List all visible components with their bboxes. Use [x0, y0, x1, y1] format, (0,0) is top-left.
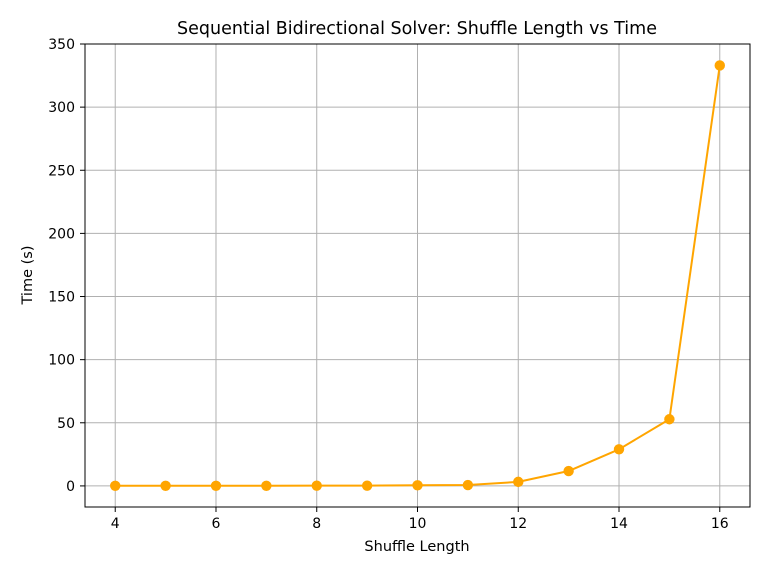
grid: [85, 43, 750, 507]
data-point: [311, 480, 322, 491]
y-tick-label: 100: [48, 353, 75, 369]
chart-title: Sequential Bidirectional Solver: Shuffle…: [177, 19, 657, 39]
y-tick-label: 0: [66, 479, 75, 495]
x-tick-label: 6: [212, 516, 221, 532]
data-point: [613, 444, 625, 455]
data-point: [513, 476, 524, 488]
data-point: [110, 480, 121, 491]
data-point: [261, 480, 272, 491]
data-point: [714, 60, 725, 71]
y-tick-label: 350: [48, 37, 75, 53]
x-tick-label: 4: [111, 516, 120, 532]
y-axis-label: Time (s): [20, 246, 36, 306]
x-tick-label: 12: [509, 516, 527, 532]
y-tick-label: 50: [57, 416, 75, 432]
data-point: [210, 480, 222, 491]
x-axis-label: Shuffle Length: [364, 539, 469, 555]
axis-ticks: 4 6 8 10 12 14 16 0 50 100 150 200 250 300 350: [48, 37, 729, 532]
x-tick-label: 16: [711, 516, 729, 532]
y-tick-label: 200: [48, 226, 75, 242]
data-point: [664, 414, 675, 425]
x-tick-label: 8: [312, 516, 321, 532]
y-tick-label: 150: [48, 290, 75, 306]
y-tick-label: 250: [48, 163, 75, 179]
data-point: [412, 480, 423, 491]
x-tick-label: 14: [610, 516, 628, 532]
y-tick-label: 300: [48, 100, 75, 116]
data-point: [462, 479, 474, 491]
x-tick-label: 10: [409, 516, 427, 532]
data-point: [361, 480, 373, 491]
data-point: [563, 465, 574, 477]
series-layer: [110, 60, 725, 491]
data-point: [160, 480, 171, 491]
